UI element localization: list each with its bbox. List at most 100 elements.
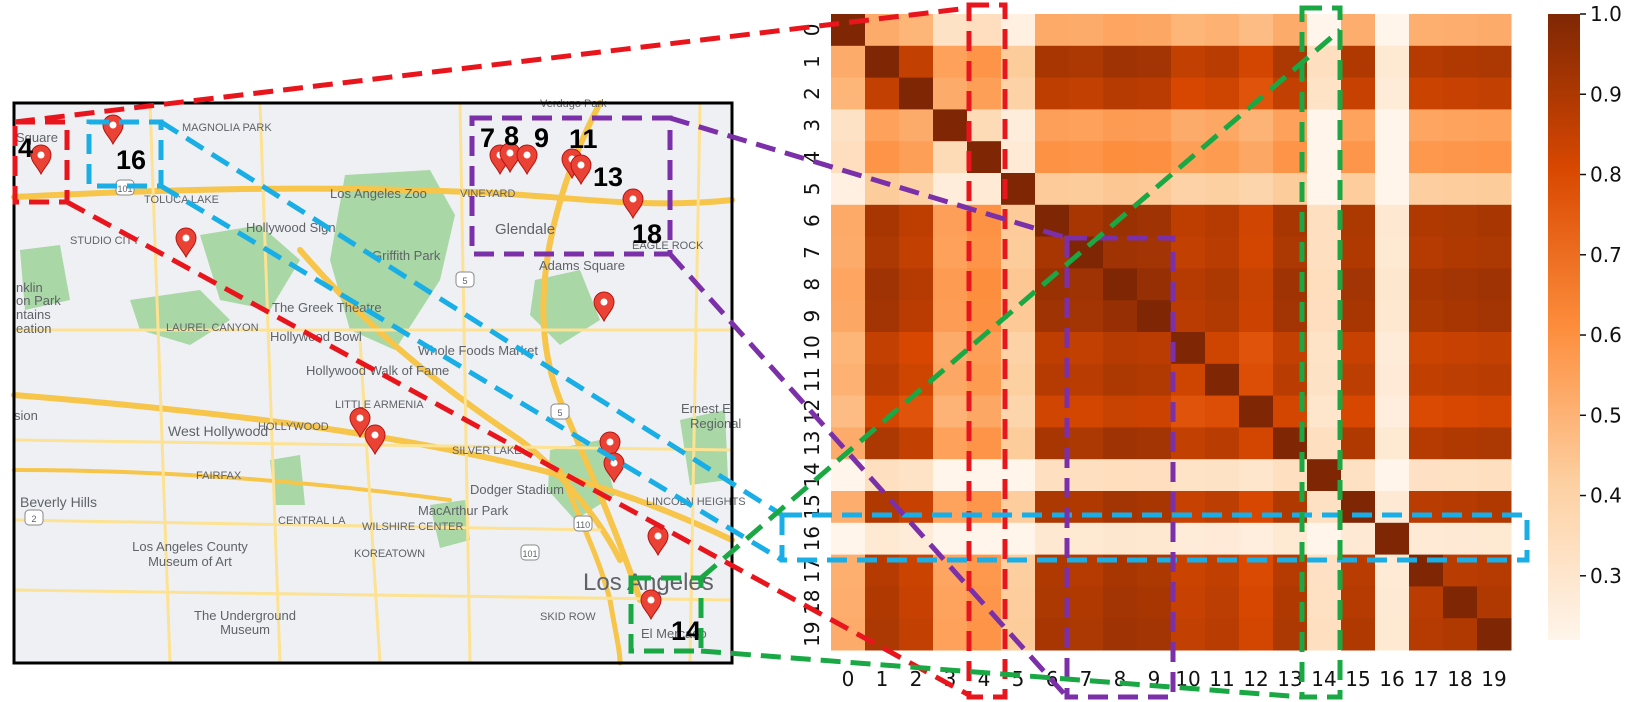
heatmap-cell (1409, 300, 1444, 333)
heatmap-cell (831, 491, 866, 524)
heatmap-cell (1409, 618, 1444, 651)
heatmap-cell (1103, 459, 1138, 492)
heatmap-cell (967, 141, 1002, 174)
heatmap-cell (1477, 204, 1512, 238)
connector-purple-top (669, 115, 1068, 241)
heatmap-cell (1205, 109, 1240, 142)
heatmap-cell (1069, 491, 1104, 524)
map-pin-icon (349, 407, 371, 439)
heatmap-cell (1375, 522, 1410, 556)
map-label: VINEYARD (460, 188, 515, 200)
map-location-number: 16 (116, 145, 146, 175)
map-label: Museum of Art (148, 554, 232, 569)
heatmap-cell (1375, 363, 1410, 397)
highway-shield-label: 5 (557, 408, 562, 418)
heatmap-cell (1103, 363, 1138, 397)
heatmap-cell (1375, 77, 1410, 110)
heatmap-cell (865, 173, 900, 206)
y-tick-label: 9 (800, 310, 824, 323)
y-tick-label: 2 (800, 87, 824, 100)
heatmap-cell (1103, 491, 1138, 524)
map-label: The Underground (194, 608, 296, 623)
heatmap-cell (1307, 332, 1342, 365)
map-pin-dot (356, 414, 364, 422)
heatmap-cell (899, 586, 934, 619)
heatmap-cell (1307, 363, 1342, 397)
heatmap-cell (1103, 427, 1138, 460)
heatmap-cell (1341, 491, 1376, 524)
heatmap-cell (1035, 236, 1070, 269)
heatmap-cell (933, 204, 968, 238)
heatmap-row-box-blue (779, 512, 1530, 563)
heatmap-cell (1375, 491, 1410, 524)
map-pin-dot (371, 431, 379, 439)
heatmap-cell (1307, 173, 1342, 206)
x-tick-label: 17 (1413, 667, 1438, 691)
heatmap-cell (831, 173, 866, 206)
map-pin-icon (30, 144, 52, 176)
heatmap-cell (1103, 395, 1138, 428)
map-pin-icon (175, 227, 197, 259)
heatmap-cell (1171, 173, 1206, 206)
colorbar-tick-label: 0.4 (1590, 484, 1622, 508)
x-tick-label: 5 (1012, 667, 1025, 691)
heatmap-cell (1239, 332, 1274, 365)
highway-shield-label: 5 (462, 276, 467, 286)
heatmap-cell (1035, 77, 1070, 110)
heatmap-cell (899, 141, 934, 174)
heatmap-cell (1443, 109, 1478, 142)
heatmap-cell (1307, 618, 1342, 651)
heatmap-cell (933, 491, 968, 524)
heatmap-cell (1069, 236, 1104, 269)
heatmap-cell (1375, 45, 1410, 79)
heatmap-cell (1103, 268, 1138, 301)
heatmap-block-box-purple (1064, 235, 1176, 700)
map-label: LITTLE ARMENIA (335, 399, 424, 411)
y-tick-label: 11 (800, 367, 824, 392)
x-tick-label: 12 (1243, 667, 1268, 691)
heatmap-cell (1205, 141, 1240, 174)
map-label: STUDIO CITY (70, 235, 140, 247)
map-label: Los Angeles Zoo (330, 186, 427, 201)
x-tick-label: 16 (1379, 667, 1404, 691)
heatmap-cell (1443, 268, 1478, 301)
map-panel: Square MAGNOLIA PARK TOLUCA LAKE STUDIO CIT… (11, 98, 746, 666)
heatmap-cell (1341, 459, 1376, 492)
map-label: nklin (16, 280, 43, 295)
heatmap-cell (1205, 459, 1240, 492)
heatmap-cell (1239, 586, 1274, 619)
connector-purple-bottom (668, 252, 1069, 699)
map-label: LINCOLN HEIGHTS (646, 496, 746, 508)
heatmap-cell (1477, 395, 1512, 428)
heatmap-cell (1205, 491, 1240, 524)
heatmap-cell (1205, 77, 1240, 110)
heatmap-cell (1239, 268, 1274, 301)
heatmap-cell (967, 14, 1002, 47)
heatmap-cell (1239, 459, 1274, 492)
map-location-number: 9 (534, 123, 549, 153)
heatmap-cell (1443, 173, 1478, 206)
heatmap-column-box-red (966, 2, 1008, 700)
heatmap-cell (1477, 332, 1512, 365)
heatmap-cell (1069, 45, 1104, 79)
heatmap-cell (831, 236, 866, 269)
heatmap-cell (865, 236, 900, 269)
map-label: Whole Foods Market (418, 343, 538, 358)
heatmap-cell (1171, 77, 1206, 110)
heatmap-cell (967, 427, 1002, 460)
heatmap-cell (831, 109, 866, 142)
heatmap-cell (1443, 77, 1478, 110)
heatmap-cell (899, 491, 934, 524)
map-box-blue (86, 119, 164, 189)
heatmap-cell (967, 491, 1002, 524)
heatmap-cell (1137, 586, 1172, 619)
x-tick-label: 2 (910, 667, 923, 691)
map-label: SKID ROW (540, 611, 596, 623)
heatmap-cell (967, 109, 1002, 142)
heatmap-cell (1035, 363, 1070, 397)
heatmap-cell (1035, 459, 1070, 492)
heatmap-cell (1341, 236, 1376, 269)
heatmap-cell (1239, 427, 1274, 460)
